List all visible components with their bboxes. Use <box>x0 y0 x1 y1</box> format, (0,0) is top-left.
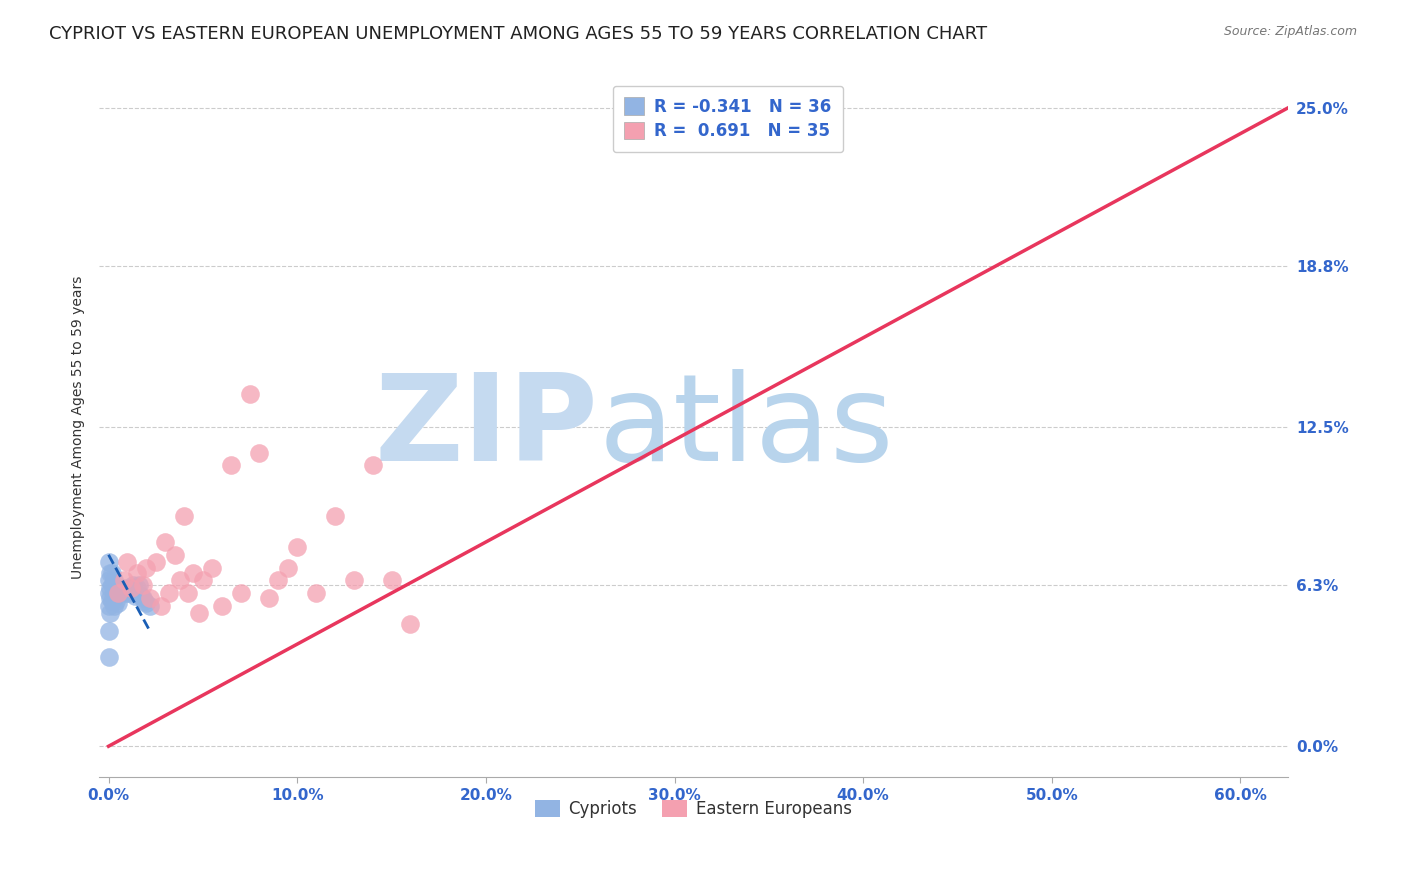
Point <box>120 581 142 595</box>
Point <box>128 578 150 592</box>
Point <box>177 586 200 600</box>
Point <box>97 649 120 664</box>
Point <box>125 581 148 595</box>
Text: ZIP: ZIP <box>374 368 599 485</box>
Point <box>100 566 122 580</box>
Point <box>101 566 124 580</box>
Point <box>201 560 224 574</box>
Text: CYPRIOT VS EASTERN EUROPEAN UNEMPLOYMENT AMONG AGES 55 TO 59 YEARS CORRELATION C: CYPRIOT VS EASTERN EUROPEAN UNEMPLOYMENT… <box>49 25 987 43</box>
Point <box>139 591 162 606</box>
Point <box>153 535 176 549</box>
Point <box>118 586 141 600</box>
Point <box>111 583 134 598</box>
Point <box>112 574 135 588</box>
Point <box>117 556 139 570</box>
Point <box>191 574 214 588</box>
Point <box>107 583 129 598</box>
Point <box>105 593 128 607</box>
Point <box>131 578 153 592</box>
Point <box>124 589 146 603</box>
Point <box>249 445 271 459</box>
Point <box>323 509 346 524</box>
Point <box>229 586 252 600</box>
Point <box>267 574 290 588</box>
Point <box>139 599 162 613</box>
Legend: Cypriots, Eastern Europeans: Cypriots, Eastern Europeans <box>529 793 858 824</box>
Point <box>103 574 125 588</box>
Point <box>100 591 122 606</box>
Point <box>107 596 129 610</box>
Point <box>157 586 180 600</box>
Point <box>97 556 120 570</box>
Point <box>125 566 148 580</box>
Point <box>103 599 125 613</box>
Point <box>112 581 135 595</box>
Point <box>135 596 157 610</box>
Point <box>97 624 120 639</box>
Point <box>150 599 173 613</box>
Point <box>145 556 167 570</box>
Point <box>101 593 124 607</box>
Point <box>114 586 136 600</box>
Point <box>380 574 402 588</box>
Y-axis label: Unemployment Among Ages 55 to 59 years: Unemployment Among Ages 55 to 59 years <box>72 276 86 579</box>
Text: Source: ZipAtlas.com: Source: ZipAtlas.com <box>1223 25 1357 38</box>
Point <box>122 578 145 592</box>
Point <box>399 616 422 631</box>
Point <box>129 589 152 603</box>
Point <box>101 578 124 592</box>
Point <box>183 566 205 580</box>
Point <box>277 560 299 574</box>
Point <box>100 581 122 595</box>
Point <box>134 593 156 607</box>
Point <box>173 509 195 524</box>
Point <box>117 583 139 598</box>
Point <box>97 574 120 588</box>
Point <box>285 540 308 554</box>
Point <box>105 581 128 595</box>
Point <box>211 599 233 613</box>
Point <box>219 458 242 473</box>
Point <box>188 607 211 621</box>
Point <box>135 560 157 574</box>
Point <box>257 591 280 606</box>
Text: atlas: atlas <box>599 368 894 485</box>
Point <box>239 387 262 401</box>
Point <box>169 574 191 588</box>
Point <box>97 586 120 600</box>
Point <box>108 586 131 600</box>
Point <box>361 458 384 473</box>
Point <box>107 586 129 600</box>
Point <box>120 581 142 595</box>
Point <box>305 586 328 600</box>
Point <box>131 591 153 606</box>
Point <box>97 599 120 613</box>
Point <box>163 548 186 562</box>
Point <box>103 586 125 600</box>
Point <box>343 574 366 588</box>
Point <box>100 607 122 621</box>
